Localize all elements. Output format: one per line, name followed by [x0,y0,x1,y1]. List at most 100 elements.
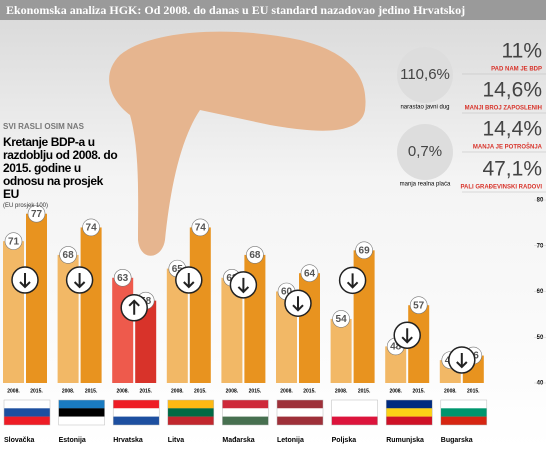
x-tick-label: 2008. [335,388,348,394]
bar [385,346,407,383]
x-tick-label: 2008. [116,388,129,394]
bar [26,213,47,383]
value-badge [300,264,319,283]
country-label: Poljska [332,437,357,444]
trend-arrow [183,273,195,289]
flag [4,408,50,417]
bar [330,318,352,383]
flag [440,399,488,426]
flag [276,399,324,426]
flag [58,416,105,425]
value-badge [409,296,428,315]
flag [222,399,269,426]
value-badge [355,241,373,260]
value-label: 65 [172,264,184,275]
value-badge [246,246,264,264]
flag [167,399,215,426]
flag [222,400,269,409]
stat-value: 14,6% [482,79,542,102]
kicker: SVI RASLI OSIM NAS [3,122,84,131]
trend-arrow [456,353,468,369]
stat-label: PALI GRAĐEVINSKI RADOVI [460,185,542,191]
flag [58,408,105,417]
country-label: Litva [168,437,184,444]
flag [385,399,433,426]
flag [112,399,160,426]
note: (EU prosjek 100) [3,203,49,209]
flag [167,408,214,417]
stat-value: 47,1% [482,158,542,181]
value-label: 68 [63,250,75,261]
flag [3,399,51,426]
x-tick-label: 2015. [194,388,207,394]
value-label: 71 [8,236,20,247]
value-label: 74 [86,223,98,234]
flag [440,416,487,425]
x-tick-label: 2015. [85,388,98,394]
value-label: 64 [304,268,316,279]
flag [386,408,433,417]
y-tick-label: 60 [537,289,544,295]
x-tick-label: 2008. [7,388,20,394]
x-tick-label: 2015. [412,388,425,394]
value-badge [82,218,100,237]
flag [331,400,378,409]
x-tick-label: 2008. [226,388,239,394]
country-label: Rumunjska [386,437,424,444]
stat-label: MANJA JE POTROŠNJA [473,143,543,151]
stat-value: 14,4% [482,118,542,141]
bar [221,277,243,383]
flag [58,399,105,426]
x-tick-label: 2015. [249,388,262,394]
trend-arrow [292,296,304,312]
flag [113,416,160,425]
x-tick-label: 2015. [139,388,152,394]
country-label: Slovačka [4,437,34,444]
x-tick-label: 2008. [62,388,75,394]
chart-title: Ekonomska analiza HGK: Od 2008. do danas… [6,3,465,17]
value-badge [27,204,46,223]
value-badge [4,232,23,250]
stat-label: narastao javni dug [400,105,449,111]
y-tick-label: 80 [537,198,544,204]
flag [331,399,378,426]
x-tick-label: 2008. [171,388,184,394]
country-label: Letonija [277,437,304,444]
value-label: 60 [281,287,293,298]
bar [299,273,320,383]
value-label: 57 [413,300,425,311]
bar [166,268,188,383]
bar [189,227,211,383]
flag [331,416,378,425]
country-label: Bugarska [441,437,473,444]
value-badge [191,218,210,237]
subtitle: Kretanje BDP-a u razdoblju od 2008. do 2… [3,135,118,201]
y-tick-label: 40 [537,381,544,387]
flag [386,400,433,409]
value-badge [332,310,350,328]
country-label: Estonija [59,437,86,444]
stat-circle [397,124,453,180]
flag [386,416,433,425]
value-label: 54 [336,314,348,325]
value-label: 69 [359,245,371,256]
flag [277,400,323,409]
stat-value: 0,7% [408,143,442,160]
bar [3,241,24,383]
bar [135,300,157,383]
title-bar [0,0,546,20]
bar [80,227,102,383]
flag [222,416,269,425]
value-badge [113,268,132,287]
flag [58,400,105,409]
stat-value: 11% [502,40,542,63]
x-tick-label: 2015. [303,388,316,394]
trend-arrow [128,299,140,315]
flag [331,408,378,417]
y-tick-label: 50 [537,335,544,341]
stat-label: MANJI BROJ ZAPOSLENIH [465,106,542,112]
stat-label: manja realna plaća [400,182,451,188]
x-tick-label: 2015. [30,388,43,394]
flag [440,400,487,409]
